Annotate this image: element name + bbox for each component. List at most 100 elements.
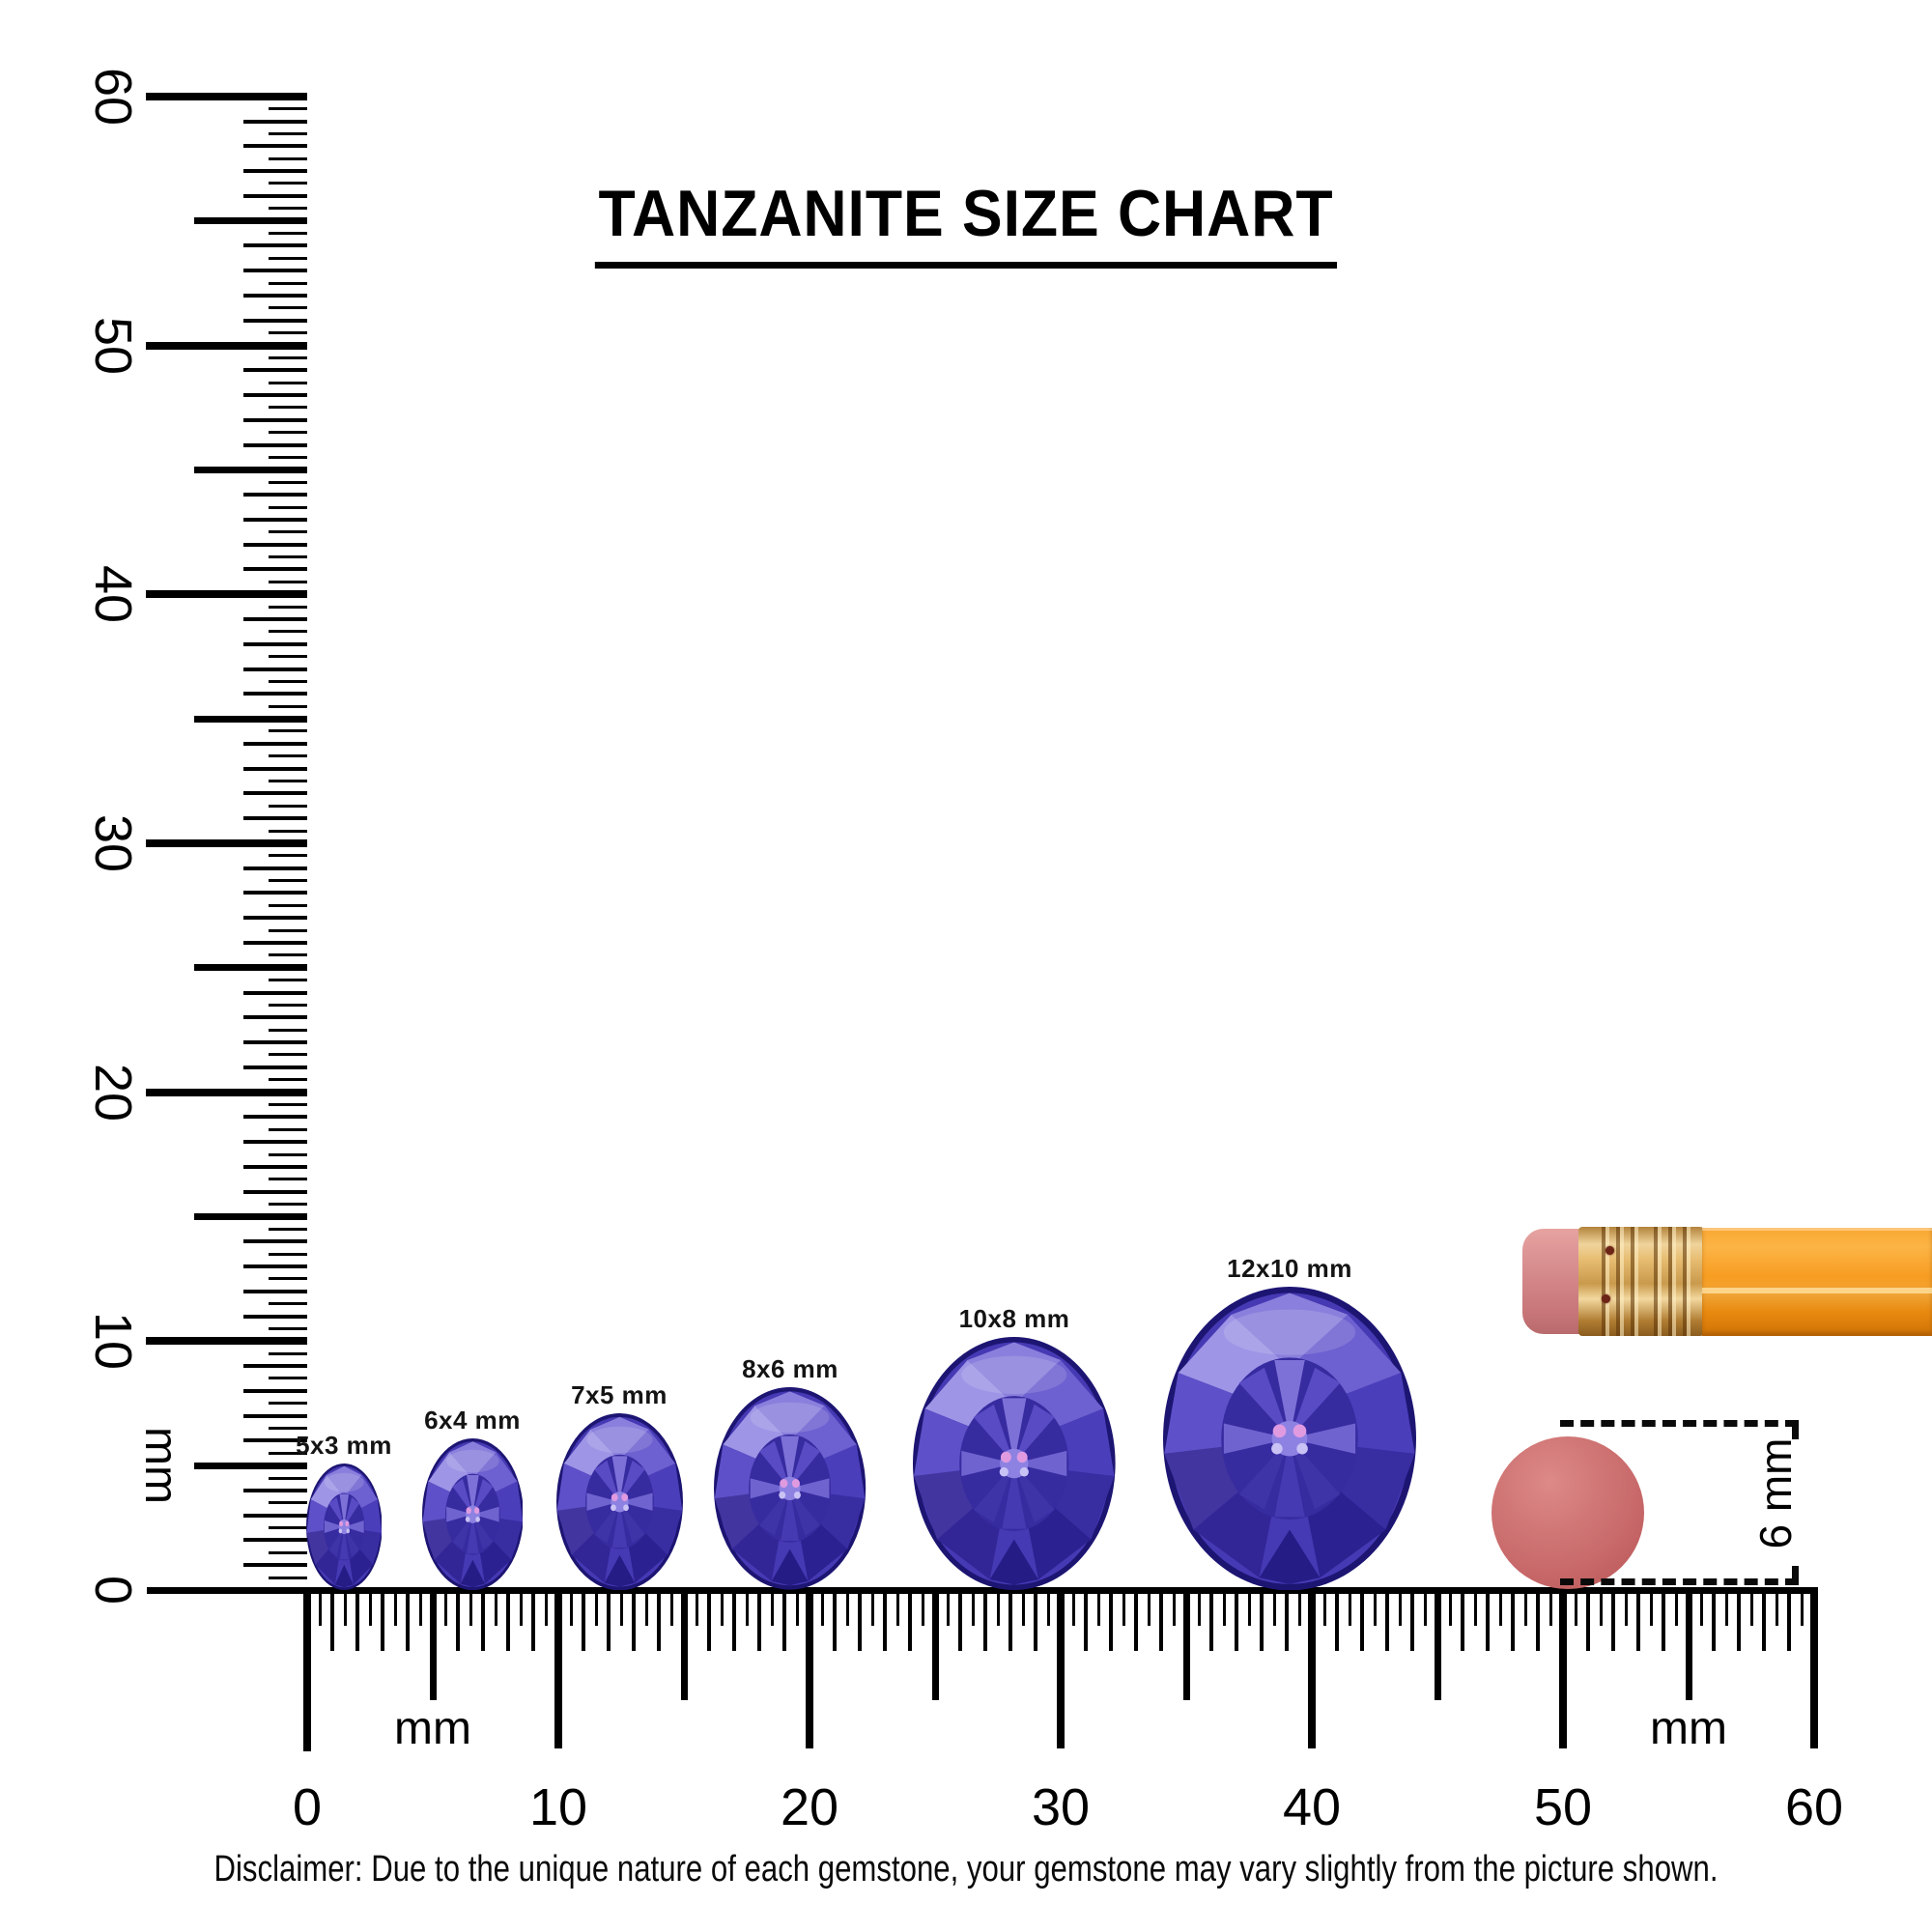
h-tick-53.5 bbox=[1649, 1587, 1653, 1626]
v-tick-48 bbox=[243, 393, 307, 398]
v-tick-47.5 bbox=[269, 406, 307, 410]
v-tick-57 bbox=[243, 169, 307, 174]
v-tick-4 bbox=[243, 1488, 307, 1492]
v-tick-38.5 bbox=[269, 630, 307, 634]
h-tick-37 bbox=[1235, 1587, 1238, 1651]
v-tick-16 bbox=[243, 1189, 307, 1194]
h-tick-41.5 bbox=[1348, 1587, 1351, 1626]
v-tick-8.5 bbox=[269, 1377, 307, 1380]
v-tick-39.5 bbox=[269, 605, 307, 609]
v-tick-5.5 bbox=[269, 1451, 307, 1455]
v-tick-54 bbox=[243, 243, 307, 248]
h-tick-47 bbox=[1486, 1587, 1490, 1651]
v-tick-35.5 bbox=[269, 704, 307, 708]
h-tick-31.5 bbox=[1096, 1587, 1100, 1626]
h-tick-50.5 bbox=[1574, 1587, 1577, 1626]
h-tick-35 bbox=[1182, 1587, 1190, 1700]
h-tick-5 bbox=[429, 1587, 437, 1700]
h-tick-52.5 bbox=[1624, 1587, 1628, 1626]
h-tick-23 bbox=[883, 1587, 887, 1651]
h-tick-7 bbox=[481, 1587, 485, 1651]
h-tick-33.5 bbox=[1147, 1587, 1151, 1626]
ferrule-dot bbox=[1605, 1246, 1614, 1255]
h-tick-30.5 bbox=[1071, 1587, 1075, 1626]
v-tick-59.5 bbox=[269, 107, 307, 111]
oval-tanzanite-gem-icon bbox=[421, 1437, 524, 1590]
v-tick-41 bbox=[243, 567, 307, 572]
h-tick-31 bbox=[1084, 1587, 1088, 1651]
h-tick-35.5 bbox=[1197, 1587, 1201, 1626]
oval-tanzanite-gem-icon bbox=[305, 1463, 383, 1590]
h-ruler-label-50: 50 bbox=[1533, 1778, 1593, 1836]
v-tick-40.5 bbox=[269, 580, 307, 583]
ruler-zero-tick bbox=[303, 1587, 311, 1751]
h-tick-48 bbox=[1511, 1587, 1515, 1651]
pencil-sheen bbox=[1702, 1288, 1932, 1293]
h-tick-7.5 bbox=[494, 1587, 497, 1626]
h-tick-34 bbox=[1159, 1587, 1163, 1651]
h-tick-51.5 bbox=[1599, 1587, 1603, 1626]
h-tick-12.5 bbox=[619, 1587, 623, 1626]
v-tick-30.5 bbox=[269, 829, 307, 833]
h-tick-45 bbox=[1434, 1587, 1441, 1700]
v-tick-40 bbox=[146, 590, 307, 599]
gem-size-label: 7x5 mm bbox=[571, 1379, 668, 1409]
h-tick-8.5 bbox=[519, 1587, 523, 1626]
ferrule-crimp-rings bbox=[1602, 1227, 1638, 1336]
v-tick-45.5 bbox=[269, 455, 307, 459]
gem-size-label: 5x3 mm bbox=[296, 1431, 392, 1460]
v-tick-34 bbox=[243, 741, 307, 746]
h-tick-3 bbox=[381, 1587, 384, 1651]
h-tick-53 bbox=[1636, 1587, 1640, 1651]
h-tick-51 bbox=[1586, 1587, 1590, 1651]
h-tick-49 bbox=[1536, 1587, 1540, 1651]
h-tick-47.5 bbox=[1498, 1587, 1502, 1626]
v-ruler-label-0: 0 bbox=[84, 1575, 142, 1605]
h-tick-44.5 bbox=[1423, 1587, 1427, 1626]
h-tick-14.5 bbox=[669, 1587, 673, 1626]
h-tick-33 bbox=[1134, 1587, 1138, 1651]
h-tick-41 bbox=[1335, 1587, 1339, 1651]
v-tick-11.5 bbox=[269, 1302, 307, 1306]
v-tick-2.5 bbox=[269, 1526, 307, 1530]
v-tick-60 bbox=[146, 92, 307, 100]
v-tick-53 bbox=[243, 269, 307, 273]
h-tick-34.5 bbox=[1172, 1587, 1176, 1626]
gem-size-label: 10x8 mm bbox=[958, 1304, 1070, 1333]
v-tick-10.5 bbox=[269, 1326, 307, 1330]
h-tick-25 bbox=[931, 1587, 939, 1700]
h-tick-38.5 bbox=[1272, 1587, 1276, 1626]
h-tick-3.5 bbox=[393, 1587, 397, 1626]
h-tick-17.5 bbox=[745, 1587, 749, 1626]
v-tick-3.5 bbox=[269, 1501, 307, 1505]
v-tick-44 bbox=[243, 493, 307, 497]
h-tick-6.5 bbox=[469, 1587, 472, 1626]
v-tick-23.5 bbox=[269, 1003, 307, 1007]
dashed-stub-top-right bbox=[1792, 1424, 1799, 1439]
reference-size-label: 6 mm bbox=[1750, 1437, 1801, 1549]
h-tick-18.5 bbox=[770, 1587, 774, 1626]
v-tick-21.5 bbox=[269, 1053, 307, 1057]
v-tick-49.5 bbox=[269, 355, 307, 359]
v-tick-56 bbox=[243, 193, 307, 198]
h-tick-22.5 bbox=[870, 1587, 874, 1626]
ferrule-dot bbox=[1602, 1294, 1610, 1303]
h-tick-60 bbox=[1810, 1587, 1818, 1748]
pencil bbox=[1522, 1227, 1932, 1336]
v-tick-20 bbox=[146, 1088, 307, 1096]
h-tick-39 bbox=[1285, 1587, 1289, 1651]
v-tick-29.5 bbox=[269, 854, 307, 858]
h-tick-28.5 bbox=[1021, 1587, 1025, 1626]
v-tick-26.5 bbox=[269, 928, 307, 932]
pencil-eraser bbox=[1522, 1229, 1582, 1334]
dashed-line-bottom bbox=[1560, 1578, 1799, 1585]
v-tick-36.5 bbox=[269, 679, 307, 683]
v-tick-51.5 bbox=[269, 306, 307, 310]
h-tick-58 bbox=[1762, 1587, 1766, 1651]
horizontal-ruler-unit-label-left: mm bbox=[394, 1703, 471, 1754]
h-tick-9 bbox=[531, 1587, 535, 1651]
v-tick-8 bbox=[243, 1388, 307, 1393]
h-tick-55 bbox=[1685, 1587, 1692, 1700]
h-tick-1 bbox=[330, 1587, 334, 1651]
h-ruler-label-0: 0 bbox=[292, 1778, 323, 1836]
